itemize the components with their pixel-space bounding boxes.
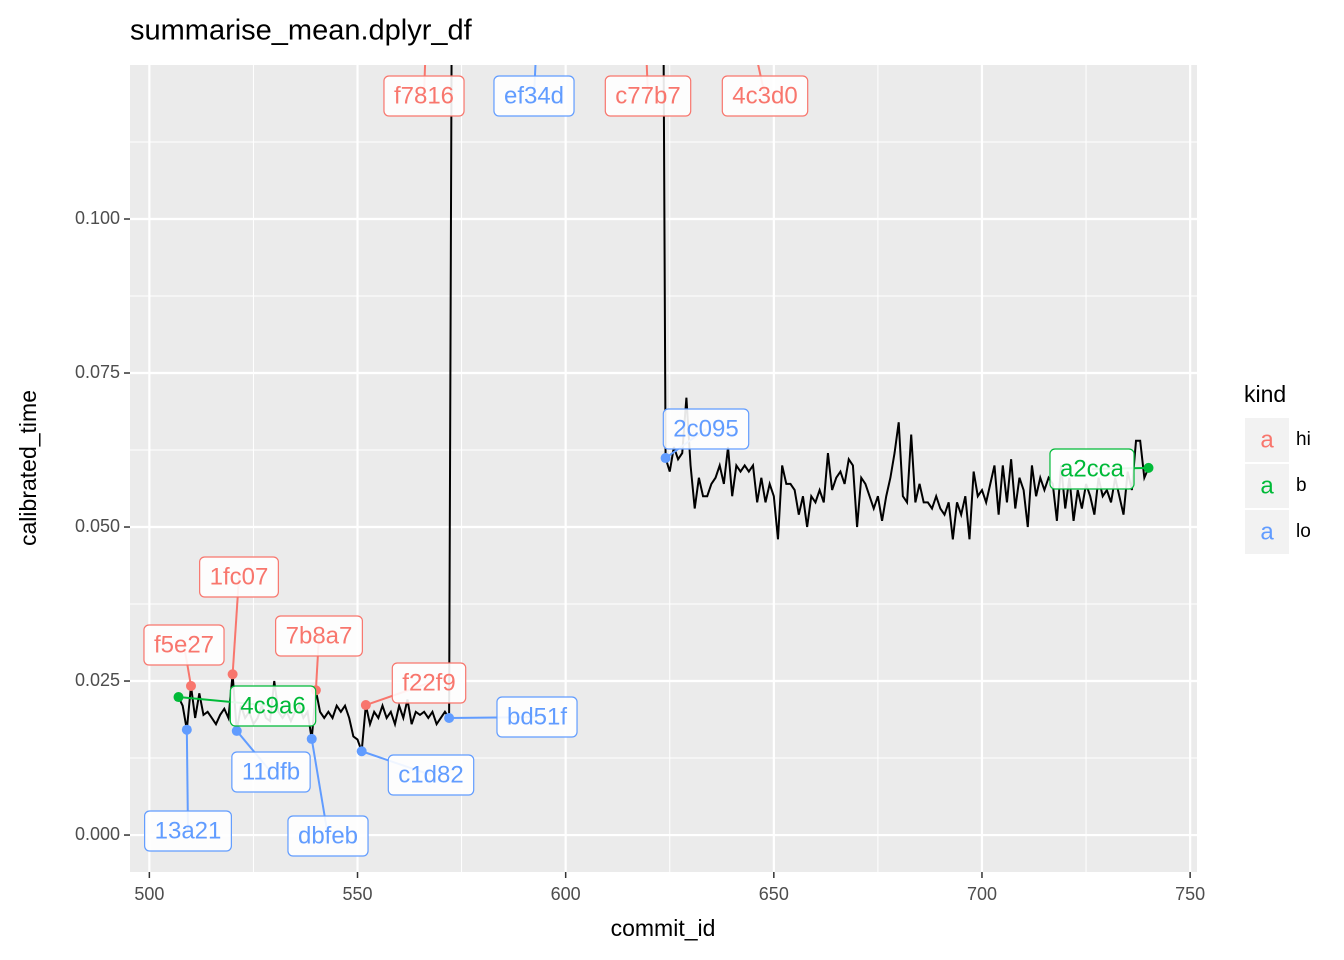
- point: [227, 669, 238, 680]
- y-tick-label: 0.050: [75, 516, 120, 536]
- legend-key: a: [1260, 472, 1274, 499]
- label-text: 13a21: [155, 817, 222, 844]
- point-label: 4c3d0: [721, 75, 809, 117]
- point-label: c1d82: [387, 754, 475, 796]
- label-text: a2cca: [1060, 455, 1125, 482]
- label-box: [383, 75, 465, 117]
- point: [356, 746, 367, 757]
- label-text: 4c9a6: [240, 692, 305, 719]
- point-label: 13a21: [144, 810, 232, 852]
- label-box: [604, 75, 692, 117]
- x-axis-title: commit_id: [611, 915, 716, 941]
- label-text: 11dfb: [242, 758, 300, 785]
- x-tick-label: 500: [134, 884, 164, 904]
- point-label: 4c9a6: [229, 685, 317, 727]
- legend-label: lo: [1296, 521, 1311, 542]
- point: [360, 700, 371, 711]
- legend-label: b: [1296, 475, 1307, 496]
- label-text: bd51f: [507, 703, 567, 730]
- x-tick-label: 550: [342, 884, 372, 904]
- label-text: c77b7: [615, 82, 680, 109]
- label-text: c1d82: [398, 761, 463, 788]
- chart-title: summarise_mean.dplyr_df: [130, 15, 473, 47]
- label-box: [493, 75, 575, 117]
- label-box: [229, 685, 317, 727]
- label-text: f7816: [394, 82, 454, 109]
- point-label: a2cca: [1049, 448, 1135, 490]
- point-label: c77b7: [604, 75, 692, 117]
- x-tick-label: 650: [759, 884, 789, 904]
- label-text: f5e27: [154, 631, 214, 658]
- label-box: [275, 615, 363, 657]
- point-label: 11dfb: [231, 751, 311, 793]
- point: [181, 724, 192, 735]
- label-text: 1fc07: [210, 563, 269, 590]
- label-box: [287, 815, 369, 857]
- legend-key: a: [1260, 426, 1274, 453]
- point-label: bd51f: [496, 696, 578, 738]
- label-box: [144, 810, 232, 852]
- point: [1143, 462, 1154, 473]
- label-text: 4c3d0: [732, 82, 797, 109]
- legend-key: a: [1260, 518, 1274, 545]
- label-text: f22f9: [402, 669, 455, 696]
- label-box: [391, 662, 467, 704]
- x-tick-label: 600: [551, 884, 581, 904]
- legend-key-bg: [1245, 510, 1289, 554]
- label-box: [231, 751, 311, 793]
- point-label: dbfeb: [287, 815, 369, 857]
- point-label: f5e27: [143, 624, 225, 666]
- point-label: ef34d: [493, 75, 575, 117]
- label-box: [721, 75, 809, 117]
- legend-label: hi: [1296, 429, 1311, 450]
- y-tick-label: 0.025: [75, 670, 120, 690]
- x-tick-label: 750: [1175, 884, 1205, 904]
- point: [185, 680, 196, 691]
- point: [660, 453, 671, 464]
- x-tick-label: 700: [967, 884, 997, 904]
- point: [444, 712, 455, 723]
- label-box: [662, 408, 750, 450]
- label-text: 7b8a7: [286, 622, 353, 649]
- legend-key-bg: [1245, 464, 1289, 508]
- label-box: [143, 624, 225, 666]
- point-label: 1fc07: [199, 556, 279, 598]
- label-box: [199, 556, 279, 598]
- label-text: dbfeb: [298, 822, 358, 849]
- y-tick-label: 0.100: [75, 208, 120, 228]
- legend: kind a hi a b a lo: [1244, 381, 1311, 554]
- point-label: f7816: [383, 75, 465, 117]
- point-label: 7b8a7: [275, 615, 363, 657]
- point: [173, 692, 184, 703]
- y-tick-label: 0.075: [75, 362, 120, 382]
- label-box: [496, 696, 578, 738]
- axes: 500 550 600 650 700 750 0.000 0.025 0.050 0.075 0.…: [75, 208, 1205, 904]
- point-labels: f5e27 1fc07 7b8a7 f22f9 f7816 c77b7 4c3d0 4c9a6…: [143, 75, 1135, 857]
- legend-title: kind: [1244, 381, 1286, 407]
- point-label: 2c095: [662, 408, 750, 450]
- label-box: [387, 754, 475, 796]
- point: [231, 725, 242, 736]
- legend-key-bg: [1245, 418, 1289, 462]
- label-text: 2c095: [673, 415, 738, 442]
- point-label: f22f9: [391, 662, 467, 704]
- y-axis-title: calibrated_time: [15, 390, 41, 546]
- y-tick-label: 0.000: [75, 824, 120, 844]
- point: [306, 733, 317, 744]
- label-text: ef34d: [504, 82, 564, 109]
- label-box: [1049, 448, 1135, 490]
